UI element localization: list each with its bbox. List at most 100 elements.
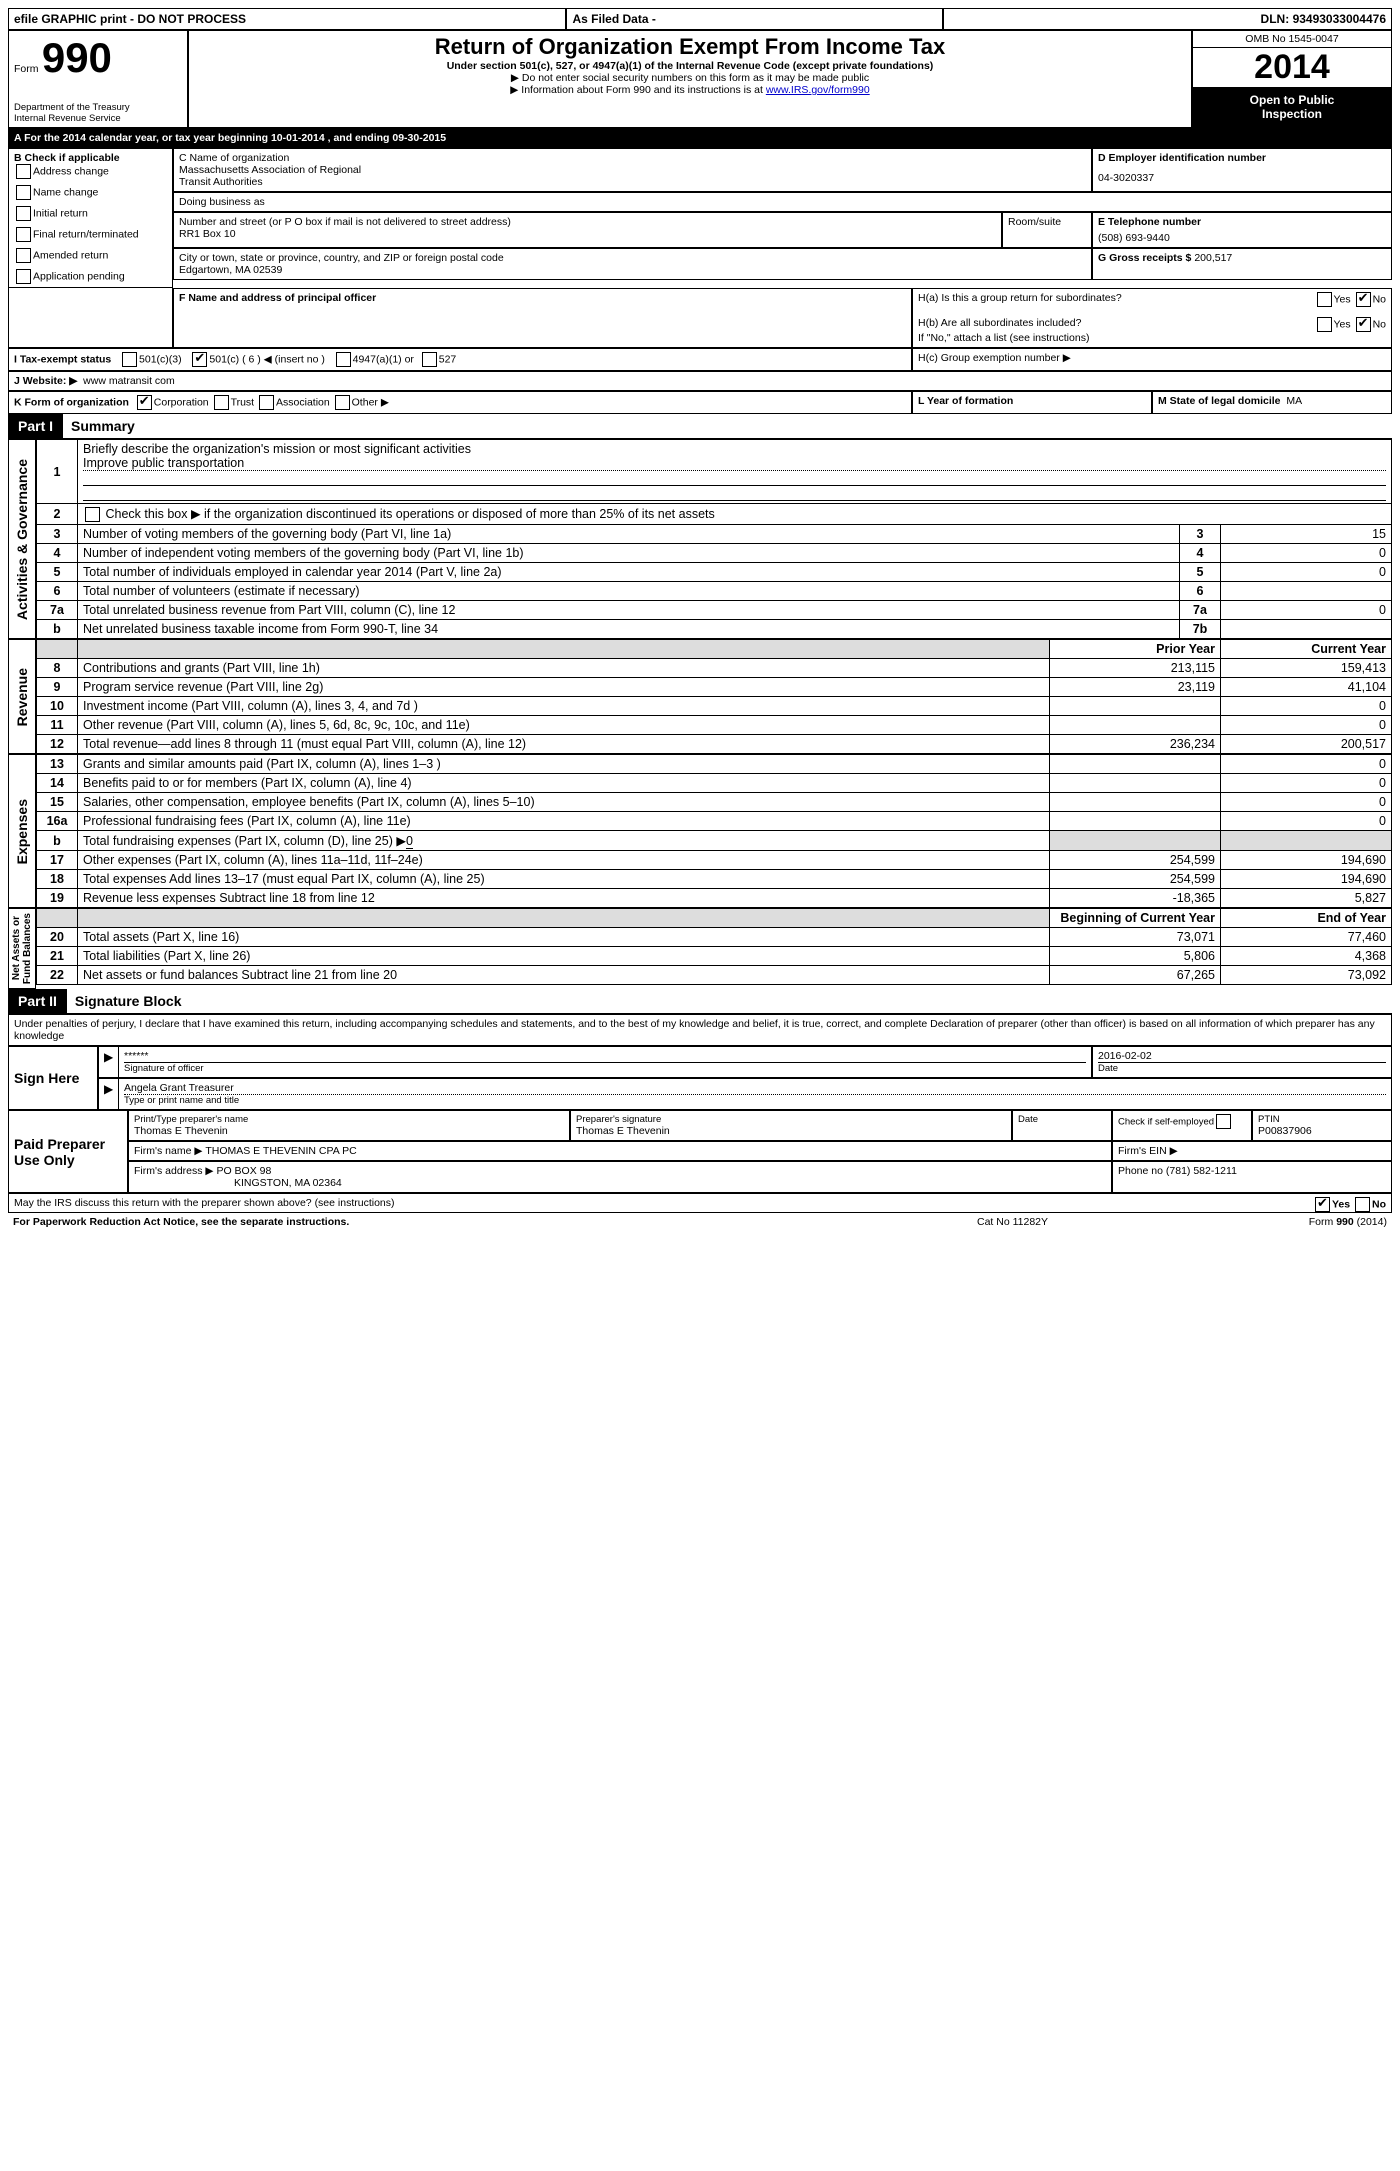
section-f: F Name and address of principal officer (173, 288, 912, 348)
val-7a: 0 (1221, 601, 1392, 620)
section-l: L Year of formation (912, 391, 1152, 414)
dept-line1: Department of the Treasury (14, 102, 182, 113)
section-j: J Website: ▶ www matransit com (8, 371, 1392, 391)
paid-preparer-block: Paid Preparer Use Only Print/Type prepar… (8, 1110, 1392, 1193)
form-header: Form 990 Department of the Treasury Inte… (8, 30, 1392, 128)
firm-addr2: KINGSTON, MA 02364 (234, 1177, 1106, 1189)
mission-text: Improve public transportation (83, 456, 1386, 471)
firm-addr1: PO BOX 98 (216, 1165, 271, 1177)
tax-year: 2014 (1193, 48, 1391, 87)
dln-label: DLN: (1261, 12, 1290, 26)
check-ha-no[interactable] (1356, 292, 1371, 307)
dba-row: Doing business as (173, 192, 1392, 212)
discuss-row: May the IRS discuss this return with the… (8, 1193, 1392, 1213)
website-value: www matransit com (83, 375, 175, 387)
check-discuss-no[interactable] (1355, 1197, 1370, 1212)
section-m: M State of legal domicile MA (1152, 391, 1392, 414)
check-other[interactable] (335, 395, 350, 410)
check-name-change[interactable] (16, 185, 31, 200)
netassets-table: Beginning of Current YearEnd of Year 20T… (36, 908, 1392, 985)
vlabel-revenue: Revenue (8, 639, 36, 754)
form-word: Form (14, 63, 39, 75)
check-trust[interactable] (214, 395, 229, 410)
org-name-1: Massachusetts Association of Regional (179, 164, 1086, 176)
check-hb-yes[interactable] (1317, 317, 1332, 332)
dept-line2: Internal Revenue Service (14, 113, 182, 124)
form-note2: ▶ Information about Form 990 and its ins… (194, 84, 1186, 96)
section-h: H(a) Is this a group return for subordin… (912, 288, 1392, 348)
form-title: Return of Organization Exempt From Incom… (194, 34, 1186, 60)
ein-value: 04-3020337 (1098, 172, 1386, 184)
section-hc: H(c) Group exemption number ▶ (912, 348, 1392, 371)
check-ha-yes[interactable] (1317, 292, 1332, 307)
section-i: I Tax-exempt status 501(c)(3) 501(c) ( 6… (8, 348, 912, 371)
form-number: 990 (42, 34, 112, 81)
street-value: RR1 Box 10 (179, 228, 996, 240)
check-501c3[interactable] (122, 352, 137, 367)
check-4947[interactable] (336, 352, 351, 367)
revenue-table: Prior YearCurrent Year 8Contributions an… (36, 639, 1392, 754)
end-date: 09-30-2015 (392, 132, 446, 144)
form-subtitle: Under section 501(c), 527, or 4947(a)(1)… (194, 60, 1186, 72)
section-c-name: C Name of organization Massachusetts Ass… (173, 148, 1092, 192)
perjury-text: Under penalties of perjury, I declare th… (8, 1014, 1392, 1046)
section-a: A For the 2014 calendar year, or tax yea… (8, 128, 1392, 148)
begin-date: 10-01-2014 (271, 132, 325, 144)
preparer-sig: Thomas E Thevenin (576, 1125, 1006, 1137)
check-amended[interactable] (16, 248, 31, 263)
part-2-header: Part II Signature Block (8, 989, 1392, 1014)
open-inspection: Open to Public Inspection (1193, 87, 1391, 127)
val-7b (1221, 620, 1392, 639)
check-corp[interactable] (137, 395, 152, 410)
form-note1: ▶ Do not enter social security numbers o… (194, 72, 1186, 84)
check-assoc[interactable] (259, 395, 274, 410)
preparer-name: Thomas E Thevenin (134, 1125, 564, 1137)
city-value: Edgartown, MA 02539 (179, 264, 1086, 276)
officer-name: Angela Grant Treasurer (124, 1082, 1386, 1095)
section-b: B Check if applicable Address change Nam… (8, 148, 173, 288)
check-hb-no[interactable] (1356, 317, 1371, 332)
firm-phone: (781) 582-1211 (1166, 1165, 1237, 1177)
org-name-2: Transit Authorities (179, 176, 1086, 188)
val-5: 0 (1221, 563, 1392, 582)
summary-table: 1 Briefly describe the organization's mi… (36, 439, 1392, 639)
check-discuss-yes[interactable] (1315, 1197, 1330, 1212)
city-cell: City or town, state or province, country… (173, 248, 1092, 280)
vlabel-expenses: Expenses (8, 754, 36, 908)
vlabel-activities: Activities & Governance (8, 439, 36, 639)
asfiled-label: As Filed Data - (566, 8, 942, 30)
sign-here-block: Sign Here ▶ ****** Signature of officer … (8, 1046, 1392, 1110)
check-final-return[interactable] (16, 227, 31, 242)
check-pending[interactable] (16, 269, 31, 284)
check-discontinued[interactable] (85, 507, 100, 522)
page-footer: For Paperwork Reduction Act Notice, see … (8, 1213, 1392, 1231)
room-cell: Room/suite (1002, 212, 1092, 248)
top-bar: efile GRAPHIC print - DO NOT PROCESS As … (8, 8, 1392, 30)
irs-link[interactable]: www.IRS.gov/form990 (766, 84, 870, 96)
val-3: 15 (1221, 525, 1392, 544)
street-cell: Number and street (or P O box if mail is… (173, 212, 1002, 248)
phone-value: (508) 693-9440 (1098, 232, 1386, 244)
part-1-header: Part I Summary (8, 414, 1392, 439)
firm-name: THOMAS E THEVENIN CPA PC (205, 1145, 356, 1157)
val-4: 0 (1221, 544, 1392, 563)
omb-number: OMB No 1545-0047 (1193, 31, 1391, 48)
dln-value: 93493033004476 (1293, 12, 1386, 26)
section-e: E Telephone number (508) 693-9440 (1092, 212, 1392, 248)
dln-cell: DLN: 93493033004476 (943, 8, 1392, 30)
sig-stars: ****** (124, 1050, 1086, 1062)
check-address-change[interactable] (16, 164, 31, 179)
check-501c[interactable] (192, 352, 207, 367)
section-k: K Form of organization Corporation Trust… (8, 391, 912, 414)
check-initial-return[interactable] (16, 206, 31, 221)
check-self-employed[interactable] (1216, 1114, 1231, 1129)
expenses-table: 13Grants and similar amounts paid (Part … (36, 754, 1392, 908)
gross-receipts: 200,517 (1194, 252, 1232, 264)
efile-label: efile GRAPHIC print - DO NOT PROCESS (8, 8, 566, 30)
vlabel-netassets: Net Assets orFund Balances (8, 908, 36, 989)
section-g: G Gross receipts $ 200,517 (1092, 248, 1392, 280)
ptin-value: P00837906 (1258, 1125, 1386, 1137)
check-527[interactable] (422, 352, 437, 367)
val-6 (1221, 582, 1392, 601)
section-d: D Employer identification number 04-3020… (1092, 148, 1392, 192)
